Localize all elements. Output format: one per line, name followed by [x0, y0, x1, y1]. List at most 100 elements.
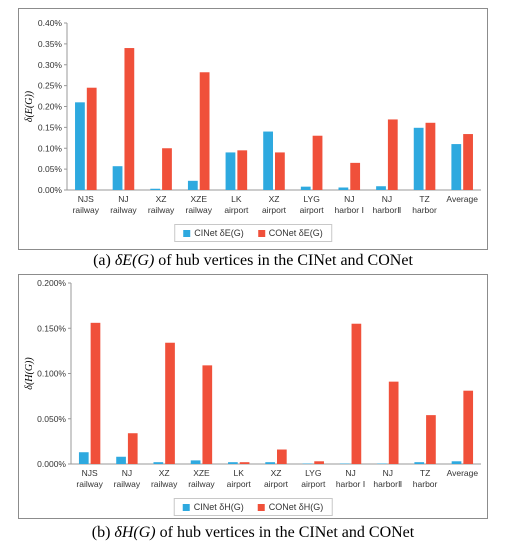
bar-cinet [116, 456, 126, 464]
x-tick-label: railway [110, 205, 137, 215]
x-tick-label: XZ [159, 468, 170, 478]
x-tick-label: LK [231, 194, 242, 204]
bar-conet [202, 365, 213, 464]
x-tick-label: railway [188, 479, 215, 489]
y-tick-label: 0.10% [38, 143, 63, 153]
legend-item-conet: CONet δE(G) [257, 228, 323, 238]
bar-conet [275, 152, 285, 190]
caption-b: (b) δH(G) of hub vertices in the CINet a… [0, 524, 506, 542]
x-tick-label: railway [73, 205, 100, 215]
bar-cinet [451, 144, 462, 190]
bar-conet [425, 122, 436, 190]
legend-swatch-conet [257, 503, 265, 511]
x-tick-label: NJ [345, 468, 355, 478]
bar-cinet [300, 186, 311, 190]
x-tick-label: harborⅡ [373, 479, 402, 489]
x-tick-label: airport [227, 479, 252, 489]
x-tick-label: harborⅡ [373, 205, 402, 215]
y-tick-label: 0.35% [38, 39, 63, 49]
legend-item-cinet: CINet δH(G) [182, 502, 244, 512]
bar-cinet [228, 462, 238, 464]
bar-conet [387, 119, 398, 190]
y-tick-label: 0.00% [38, 185, 63, 195]
legend-label-conet: CONet δH(G) [268, 502, 324, 512]
x-tick-label: NJ [382, 194, 392, 204]
x-tick-label: harbor Ⅰ [336, 479, 365, 489]
x-tick-label: railway [186, 205, 213, 215]
chart-a-svg: δ(E(G)) 0.00% 0.05% 0.10% 0.15% 0.20% 0.25% 0.3… [24, 18, 481, 215]
bar-conet [165, 342, 175, 464]
bar-cinet [414, 462, 425, 464]
chart-b-svg: δ(H(G)) 0.000% 0.050% 0.100% 0.150% 0.200% NJS… [24, 278, 481, 489]
x-tick-label: LYG [303, 194, 319, 204]
bar-cinet [150, 188, 161, 190]
bar-cinet [187, 180, 198, 190]
caption-b-prefix: (b) [91, 524, 111, 541]
y-tick-label: 0.150% [37, 323, 66, 333]
bar-cinet [112, 166, 123, 190]
chart-b-legend: CINet δH(G) CONet δH(G) [173, 498, 333, 516]
bar-cinet [225, 152, 236, 190]
x-tick-label: LK [234, 468, 245, 478]
chart-panel-a: δ(E(G)) 0.00% 0.05% 0.10% 0.15% 0.20% 0.25% 0.3… [18, 8, 488, 250]
caption-a-suffix: of hub vertices in the CINet and CONet [158, 252, 413, 269]
x-tick-label: NJ [383, 468, 393, 478]
bar-cinet [338, 187, 349, 190]
x-tick-label: XZ [156, 194, 167, 204]
bar-cinet [451, 461, 462, 464]
x-tick-label: airport [301, 479, 326, 489]
caption-a-prefix: (a) [93, 252, 111, 269]
bar-cinet [376, 186, 386, 190]
legend-label-cinet: CINet δH(G) [193, 502, 244, 512]
x-tick-label: Average [447, 468, 479, 478]
y-tick-label: 0.100% [37, 369, 66, 379]
legend-item-conet: CONet δH(G) [257, 502, 324, 512]
bar-conet [277, 449, 287, 464]
legend-item-cinet: CINet δE(G) [183, 228, 244, 238]
y-tick-label: 0.40% [38, 18, 63, 28]
caption-b-math: δH(G) [114, 524, 156, 541]
chart-a-legend: CINet δE(G) CONet δE(G) [174, 224, 332, 242]
x-tick-label: NJ [122, 468, 132, 478]
bar-cinet [190, 460, 201, 464]
x-tick-label: LYG [305, 468, 321, 478]
x-tick-label: XZE [193, 468, 210, 478]
y-tick-label: 0.15% [38, 122, 63, 132]
y-tick-label: 0.20% [38, 102, 63, 112]
bar-conet [312, 135, 323, 190]
x-tick-label: harbor [412, 205, 437, 215]
bar-conet [127, 433, 138, 464]
y-tick-label: 0.050% [37, 414, 66, 424]
x-tick-label: NJS [82, 468, 98, 478]
bar-conet [237, 150, 248, 190]
x-tick-label: railway [114, 479, 141, 489]
legend-swatch-cinet [183, 229, 191, 237]
x-tick-label: railway [151, 479, 178, 489]
legend-swatch-cinet [182, 503, 190, 511]
x-tick-label: XZE [190, 194, 207, 204]
x-tick-label: harbor Ⅰ [335, 205, 364, 215]
x-tick-label: NJ [118, 194, 128, 204]
y-tick-label: 0.000% [37, 459, 66, 469]
bar-cinet [153, 462, 164, 464]
bar-cinet [413, 127, 424, 190]
bar-cinet [263, 131, 273, 190]
y-axis-label: δ(E(G)) [24, 90, 35, 122]
caption-a: (a) δE(G) of hub vertices in the CINet a… [0, 252, 506, 270]
x-tick-label: railway [148, 205, 175, 215]
bar-cinet [75, 102, 85, 190]
x-tick-label: airport [300, 205, 325, 215]
bar-conet [124, 48, 135, 190]
bar-conet [351, 323, 362, 464]
legend-label-cinet: CINet δE(G) [194, 228, 244, 238]
x-tick-label: TZ [419, 194, 429, 204]
x-tick-label: Average [446, 194, 478, 204]
y-tick-label: 0.25% [38, 81, 63, 91]
caption-b-suffix: of hub vertices in the CINet and CONet [159, 524, 415, 541]
x-tick-label: harbor [413, 479, 438, 489]
bar-cinet [78, 452, 89, 464]
bar-cinet [265, 462, 275, 464]
legend-label-conet: CONet δE(G) [268, 228, 323, 238]
caption-a-math: δE(G) [114, 252, 155, 269]
bar-conet [463, 134, 473, 190]
